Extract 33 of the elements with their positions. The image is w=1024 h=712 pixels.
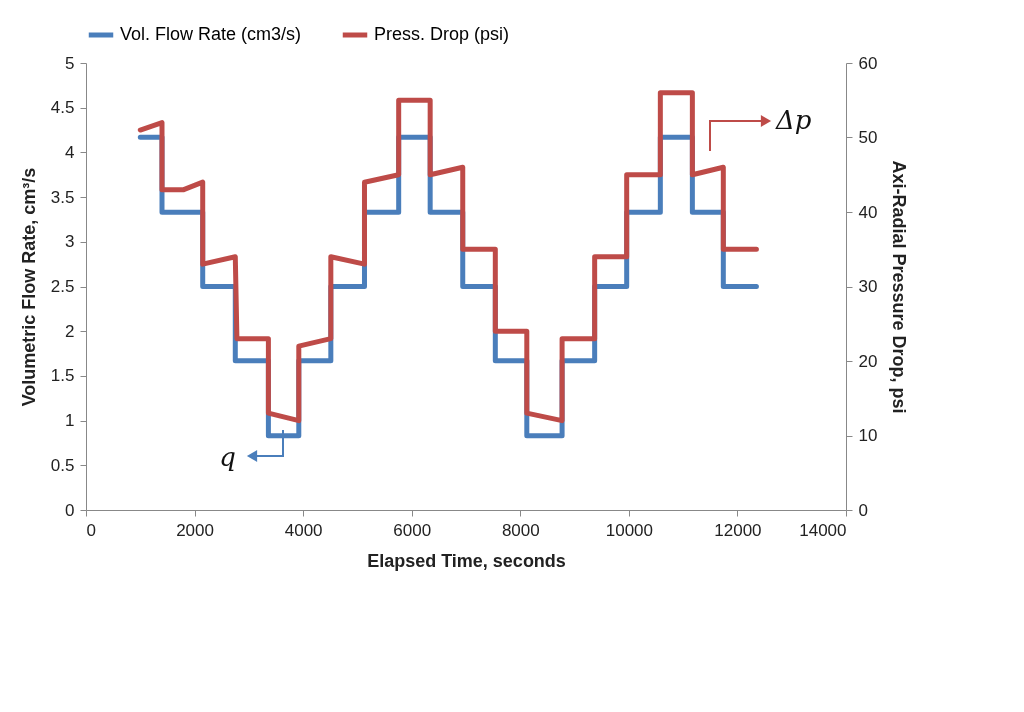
annotation: Δp	[775, 105, 812, 135]
annotation: q	[219, 442, 236, 472]
y2-axis-title: Axi-Radial Pressure Drop, psi	[889, 160, 910, 414]
legend-label: Press. Drop (psi)	[374, 24, 510, 44]
x-tick-label: 10000	[605, 520, 653, 540]
y2-tick-label: 20	[858, 351, 878, 371]
y2-tick-label: 60	[858, 53, 878, 73]
x-tick-label: 6000	[393, 520, 432, 540]
y-tick-label: 1.5	[50, 366, 75, 386]
y2-tick-label: 0	[858, 500, 868, 520]
y-tick-label: 2.5	[50, 277, 75, 296]
x-tick-label: 8000	[501, 520, 540, 540]
y2-tick-label: 50	[858, 128, 878, 147]
y-tick-label: 2	[65, 321, 75, 341]
y2-tick-label: 30	[858, 277, 878, 296]
x-tick-label: 0	[86, 520, 96, 540]
y-tick-label: 3	[65, 232, 75, 252]
y-tick-label: 0	[65, 500, 75, 520]
x-tick-label: 14000	[799, 520, 847, 540]
y2-tick-label: 10	[858, 426, 878, 445]
x-tick-label: 2000	[176, 520, 214, 540]
y-tick-label: 5	[65, 53, 75, 73]
y-tick-label: 3.5	[50, 187, 75, 207]
x-axis-title: Elapsed Time, seconds	[367, 550, 566, 571]
y-axis-title: Volumetric Flow Rate, cm³/s	[18, 167, 39, 407]
y-tick-label: 4.5	[50, 98, 75, 118]
x-tick-label: 12000	[714, 520, 762, 540]
y-tick-label: 0.5	[50, 455, 75, 475]
y2-tick-label: 40	[858, 202, 878, 222]
y-tick-label: 1	[65, 411, 75, 431]
x-tick-label: 4000	[284, 520, 323, 540]
y-tick-label: 4	[65, 142, 75, 162]
legend-label: Vol. Flow Rate (cm3/s)	[120, 24, 302, 44]
